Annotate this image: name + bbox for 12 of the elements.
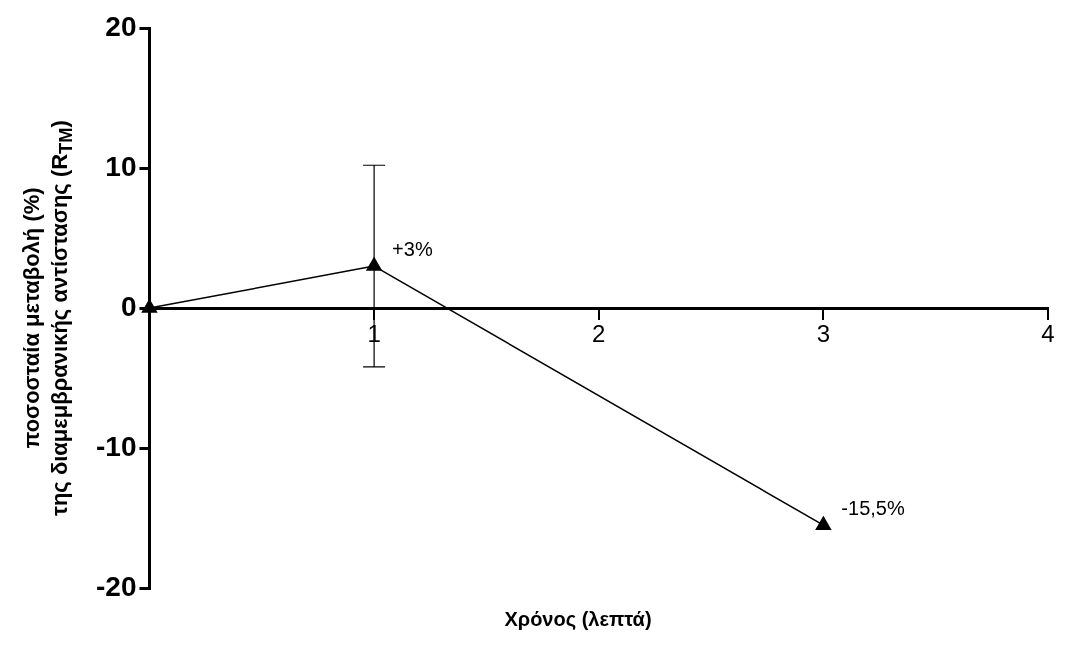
x-tick-label: 4	[1041, 320, 1055, 348]
data-label: -15,5%	[841, 496, 905, 519]
y-tick-label: 20	[105, 10, 137, 42]
y-tick-label: -10	[96, 430, 137, 462]
x-axis-title: Χρόνος (λεπτά)	[503, 608, 653, 631]
data-label: +3%	[392, 237, 433, 260]
point	[815, 516, 832, 530]
x-tick-label: 2	[592, 320, 606, 348]
x-tick-label: 3	[816, 320, 831, 348]
y-tick-label: 0	[120, 290, 137, 322]
y-tick-label: 10	[105, 150, 137, 182]
y-tick-label: -20	[96, 570, 137, 602]
